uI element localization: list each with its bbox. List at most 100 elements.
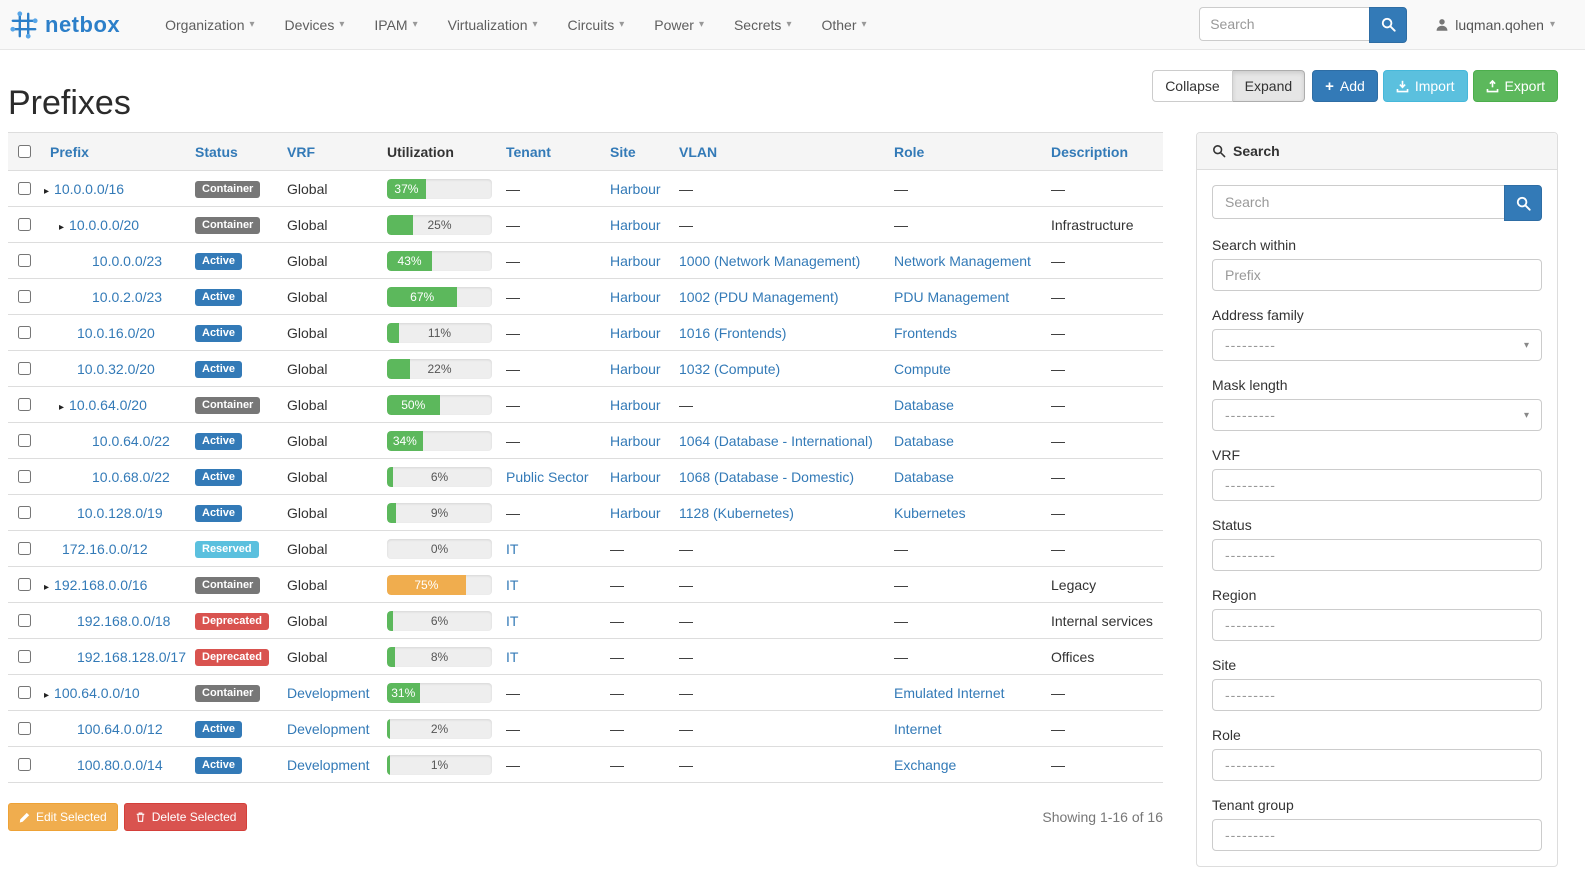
role-link[interactable]: Compute: [894, 360, 951, 377]
navbar-search-input[interactable]: [1199, 6, 1370, 41]
tenant-link[interactable]: IT: [506, 648, 519, 665]
prefix-link[interactable]: 10.0.68.0/22: [92, 468, 170, 485]
prefix-link[interactable]: 172.16.0.0/12: [62, 540, 148, 557]
tenant-link[interactable]: IT: [506, 576, 519, 593]
expand-toggle-icon[interactable]: ▸: [44, 689, 50, 701]
site-link[interactable]: Harbour: [610, 468, 661, 485]
site-link[interactable]: Harbour: [610, 432, 661, 449]
nav-menu-virtualization[interactable]: Virtualization ▾: [433, 0, 553, 50]
row-checkbox[interactable]: [18, 434, 31, 447]
site-link[interactable]: Harbour: [610, 504, 661, 521]
prefix-link[interactable]: 192.168.128.0/17: [77, 648, 186, 665]
import-button[interactable]: Import: [1382, 70, 1468, 102]
nav-menu-circuits[interactable]: Circuits ▾: [553, 0, 640, 50]
row-checkbox[interactable]: [18, 362, 31, 375]
column-header-status[interactable]: Status: [195, 143, 238, 160]
row-checkbox[interactable]: [18, 254, 31, 267]
prefix-link[interactable]: 10.0.128.0/19: [77, 504, 163, 521]
nav-menu-organization[interactable]: Organization ▾: [150, 0, 269, 50]
filter-select-region[interactable]: ---------: [1212, 609, 1542, 641]
column-header-description[interactable]: Description: [1051, 143, 1129, 160]
vlan-link[interactable]: 1032 (Compute): [679, 360, 781, 377]
add-button[interactable]: + Add: [1312, 70, 1378, 102]
row-checkbox[interactable]: [18, 290, 31, 303]
prefix-link[interactable]: 10.0.32.0/20: [77, 360, 155, 377]
site-link[interactable]: Harbour: [610, 288, 661, 305]
vlan-link[interactable]: 1068 (Database - Domestic): [679, 468, 855, 485]
prefix-link[interactable]: 192.168.0.0/16: [54, 576, 148, 593]
row-checkbox[interactable]: [18, 398, 31, 411]
sidebar-search-input[interactable]: [1212, 185, 1504, 219]
expand-toggle-icon[interactable]: ▸: [44, 581, 50, 593]
expand-button[interactable]: Expand: [1232, 70, 1306, 102]
role-link[interactable]: Emulated Internet: [894, 684, 1005, 701]
prefix-link[interactable]: 10.0.64.0/20: [69, 396, 147, 413]
navbar-search-button[interactable]: [1369, 6, 1408, 43]
prefix-link[interactable]: 10.0.64.0/22: [92, 432, 170, 449]
row-checkbox[interactable]: [18, 470, 31, 483]
site-link[interactable]: Harbour: [610, 180, 661, 197]
site-link[interactable]: Harbour: [610, 396, 661, 413]
role-link[interactable]: Exchange: [894, 756, 957, 773]
select-all-checkbox[interactable]: [18, 145, 31, 158]
tenant-link[interactable]: Public Sector: [506, 468, 589, 485]
prefix-link[interactable]: 100.64.0.0/10: [54, 684, 140, 701]
row-checkbox[interactable]: [18, 506, 31, 519]
tenant-link[interactable]: IT: [506, 540, 519, 557]
sidebar-search-button[interactable]: [1504, 185, 1542, 221]
column-header-site[interactable]: Site: [610, 143, 636, 160]
vlan-link[interactable]: 1128 (Kubernetes): [679, 504, 794, 521]
row-checkbox[interactable]: [18, 686, 31, 699]
row-checkbox[interactable]: [18, 182, 31, 195]
delete-selected-button[interactable]: Delete Selected: [123, 803, 248, 831]
vlan-link[interactable]: 1002 (PDU Management): [679, 288, 839, 305]
edit-selected-button[interactable]: Edit Selected: [8, 803, 118, 831]
prefix-link[interactable]: 10.0.0.0/23: [92, 252, 163, 269]
prefix-link[interactable]: 10.0.2.0/23: [92, 288, 163, 305]
nav-menu-secrets[interactable]: Secrets ▾: [719, 0, 807, 50]
user-menu[interactable]: luqman.qohen ▾: [1435, 17, 1555, 33]
role-link[interactable]: Database: [894, 468, 954, 485]
filter-input-search-within[interactable]: [1212, 259, 1542, 291]
nav-menu-ipam[interactable]: IPAM ▾: [359, 0, 432, 50]
site-link[interactable]: Harbour: [610, 360, 661, 377]
filter-select-role[interactable]: ---------: [1212, 749, 1542, 781]
nav-menu-devices[interactable]: Devices ▾: [270, 0, 360, 50]
row-checkbox[interactable]: [18, 722, 31, 735]
vlan-link[interactable]: 1000 (Network Management): [679, 252, 861, 269]
role-link[interactable]: PDU Management: [894, 288, 1010, 305]
filter-select-vrf[interactable]: ---------: [1212, 469, 1542, 501]
site-link[interactable]: Harbour: [610, 252, 661, 269]
vlan-link[interactable]: 1016 (Frontends): [679, 324, 787, 341]
column-header-role[interactable]: Role: [894, 143, 925, 160]
filter-select-address-family[interactable]: --------- ▾: [1212, 329, 1542, 361]
row-checkbox[interactable]: [18, 758, 31, 771]
vlan-link[interactable]: 1064 (Database - International): [679, 432, 873, 449]
row-checkbox[interactable]: [18, 542, 31, 555]
role-link[interactable]: Database: [894, 432, 954, 449]
row-checkbox[interactable]: [18, 614, 31, 627]
nav-menu-other[interactable]: Other ▾: [806, 0, 881, 50]
vrf-value[interactable]: Development: [287, 684, 370, 701]
column-header-tenant[interactable]: Tenant: [506, 143, 551, 160]
tenant-link[interactable]: IT: [506, 612, 519, 629]
filter-select-tenant-group[interactable]: ---------: [1212, 819, 1542, 851]
vrf-value[interactable]: Development: [287, 720, 370, 737]
row-checkbox[interactable]: [18, 218, 31, 231]
row-checkbox[interactable]: [18, 578, 31, 591]
row-checkbox[interactable]: [18, 326, 31, 339]
expand-toggle-icon[interactable]: ▸: [59, 221, 65, 233]
filter-select-site[interactable]: ---------: [1212, 679, 1542, 711]
expand-toggle-icon[interactable]: ▸: [59, 401, 65, 413]
export-button[interactable]: Export: [1472, 70, 1558, 102]
expand-toggle-icon[interactable]: ▸: [44, 185, 50, 197]
role-link[interactable]: Network Management: [894, 252, 1031, 269]
prefix-link[interactable]: 100.80.0.0/14: [77, 756, 163, 773]
prefix-link[interactable]: 100.64.0.0/12: [77, 720, 163, 737]
row-checkbox[interactable]: [18, 650, 31, 663]
prefix-link[interactable]: 10.0.0.0/16: [54, 180, 125, 197]
collapse-button[interactable]: Collapse: [1152, 70, 1233, 102]
site-link[interactable]: Harbour: [610, 216, 661, 233]
nav-menu-power[interactable]: Power ▾: [639, 0, 719, 50]
filter-select-status[interactable]: ---------: [1212, 539, 1542, 571]
